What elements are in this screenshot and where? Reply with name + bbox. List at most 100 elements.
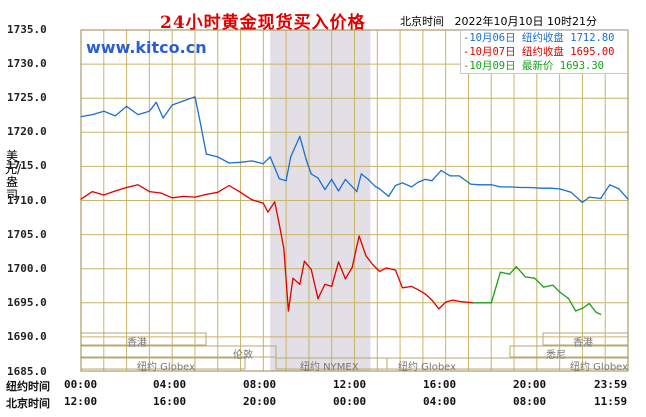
price-point bbox=[137, 113, 139, 116]
price-point bbox=[568, 298, 570, 300]
price-point bbox=[609, 184, 611, 186]
price-point bbox=[401, 182, 403, 184]
price-point bbox=[529, 186, 531, 189]
ny-tick: 23:59 bbox=[594, 378, 628, 391]
bj-tick: 08:00 bbox=[513, 395, 547, 408]
price-point bbox=[80, 198, 82, 200]
price-point bbox=[262, 163, 264, 165]
price-point bbox=[299, 283, 301, 285]
price-point bbox=[267, 211, 269, 213]
price-point bbox=[627, 198, 629, 200]
bj-tick: 11:59 bbox=[594, 395, 628, 408]
price-point bbox=[449, 175, 451, 177]
price-point bbox=[559, 291, 561, 293]
price-point bbox=[499, 271, 501, 273]
price-point bbox=[574, 310, 577, 312]
price-point bbox=[331, 178, 333, 180]
price-point bbox=[171, 104, 173, 106]
price-point bbox=[324, 188, 326, 191]
price-point bbox=[162, 117, 164, 119]
price-point bbox=[351, 266, 353, 268]
price-point bbox=[303, 260, 305, 262]
price-point bbox=[239, 161, 242, 163]
price-point bbox=[533, 277, 536, 279]
price-point bbox=[543, 286, 545, 288]
price-point bbox=[137, 184, 139, 186]
price-point bbox=[417, 181, 419, 183]
price-point bbox=[385, 267, 388, 269]
market-label-globex1: 纽约 Globex bbox=[137, 362, 196, 373]
price-point bbox=[438, 308, 440, 310]
price-point bbox=[559, 188, 561, 190]
y-tick-label: 1720.0 bbox=[7, 125, 47, 138]
price-point bbox=[600, 313, 602, 315]
price-point bbox=[410, 285, 413, 288]
price-point bbox=[205, 153, 207, 155]
price-point bbox=[581, 201, 584, 204]
price-point bbox=[91, 191, 93, 193]
y-tick-label: 1710.0 bbox=[7, 194, 47, 207]
price-point bbox=[388, 195, 390, 198]
price-point bbox=[262, 202, 264, 204]
bj-tick: 12:00 bbox=[64, 395, 98, 408]
price-point bbox=[465, 301, 467, 303]
legend-item-oct07: -10月07日 纽约收盘 1695.00 bbox=[463, 46, 615, 58]
price-point bbox=[285, 180, 287, 182]
price-point bbox=[194, 196, 196, 198]
price-point bbox=[520, 186, 522, 189]
market-label-sydney: 悉尼 bbox=[546, 350, 566, 361]
price-point bbox=[424, 178, 426, 180]
price-point bbox=[324, 283, 326, 285]
site-watermark: www.kitco.cn bbox=[86, 38, 207, 57]
price-point bbox=[278, 223, 280, 225]
price-point bbox=[317, 298, 319, 300]
market-session-box bbox=[509, 345, 629, 358]
price-point bbox=[358, 235, 360, 237]
price-point bbox=[182, 195, 185, 198]
price-point bbox=[269, 156, 271, 158]
price-point bbox=[515, 266, 517, 268]
datetime-label: 北京时间 2022年10月10日 10时21分 bbox=[400, 13, 597, 29]
y-tick-label: 1690.0 bbox=[7, 330, 47, 343]
price-point bbox=[155, 101, 157, 103]
price-point bbox=[80, 116, 82, 118]
price-point bbox=[600, 197, 602, 200]
price-point bbox=[283, 247, 285, 249]
bj-tick: 00:00 bbox=[333, 395, 367, 408]
bj-tick: 04:00 bbox=[423, 395, 457, 408]
price-point bbox=[401, 287, 403, 289]
ny-tick: 12:00 bbox=[333, 378, 367, 391]
market-label-london: 伦敦 bbox=[233, 350, 253, 361]
y-tick-label: 1735.0 bbox=[7, 23, 47, 36]
price-point bbox=[360, 173, 362, 175]
ny-time-row-label: 纽约时间 bbox=[6, 380, 50, 393]
price-point bbox=[458, 300, 460, 303]
price-point bbox=[570, 191, 572, 193]
price-point bbox=[499, 186, 501, 188]
y-tick-label: 1705.0 bbox=[7, 228, 47, 241]
ny-tick: 04:00 bbox=[153, 378, 187, 391]
price-point bbox=[458, 175, 460, 177]
price-point bbox=[378, 188, 381, 190]
legend-item-oct06: -10月06日 纽约收盘 1712.80 bbox=[463, 32, 615, 44]
bj-time-row-label: 北京时间 bbox=[6, 397, 50, 410]
y-tick-label: 1715.0 bbox=[7, 159, 47, 172]
price-point bbox=[552, 284, 554, 286]
price-point bbox=[217, 191, 219, 193]
ny-tick: 16:00 bbox=[423, 378, 457, 391]
price-point bbox=[374, 185, 376, 187]
price-point bbox=[424, 293, 426, 295]
price-point bbox=[228, 162, 230, 164]
price-point bbox=[290, 156, 292, 158]
price-point bbox=[344, 178, 346, 180]
y-tick-label: 1730.0 bbox=[7, 57, 47, 70]
price-point bbox=[310, 268, 312, 270]
bj-tick: 16:00 bbox=[153, 395, 187, 408]
price-line-series-3 bbox=[473, 266, 601, 315]
market-label-hongkong2: 香港 bbox=[573, 338, 593, 349]
price-point bbox=[410, 186, 413, 188]
price-point bbox=[194, 96, 196, 98]
market-label-globex2: 纽约 Globex bbox=[398, 362, 457, 373]
price-point bbox=[182, 100, 185, 102]
